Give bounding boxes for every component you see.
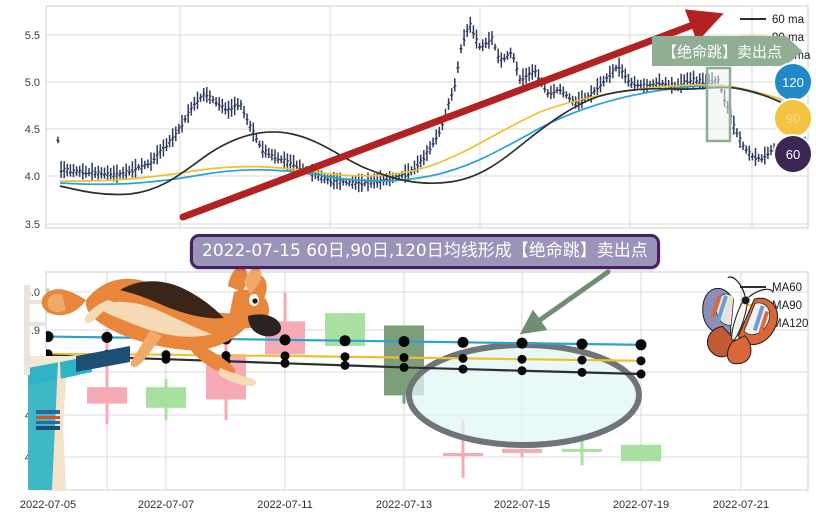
xtick-label: 2022-07-07 — [138, 499, 194, 511]
diving-dog-illustration — [24, 266, 282, 490]
ma60-badge[interactable]: 60 — [773, 134, 813, 174]
legend-label-ma90: MA90 — [772, 300, 802, 312]
signal-pointer-arrow — [519, 269, 611, 335]
detail-legend: MA60 MA90 MA120 — [740, 282, 808, 330]
detail-x-axis: 2022-07-05 2022-07-07 2022-07-11 2022-07… — [20, 499, 769, 511]
signal-title-banner: 2022-07-15 60日,90日,120日均线形成【绝命跳】卖出点 — [190, 234, 660, 269]
xtick-label: 2022-07-13 — [376, 499, 432, 511]
overview-y-axis: 5.5 5.0 4.5 4.0 3.5 — [25, 30, 40, 231]
legend-label-ma60: MA60 — [772, 282, 802, 294]
ma90-line — [59, 83, 808, 182]
trend-arrow — [179, 9, 724, 221]
xtick-label: 2022-07-05 — [20, 499, 76, 511]
xtick-label: 2022-07-21 — [713, 499, 769, 511]
ytick-label: 3.5 — [25, 219, 40, 231]
butterfly-illustration — [702, 276, 778, 365]
ytick-label: 4.0 — [25, 171, 40, 183]
ma90-badge[interactable]: 90 — [773, 98, 813, 138]
ytick-label: 5.0 — [25, 77, 40, 89]
xtick-label: 2022-07-15 — [494, 499, 550, 511]
sell-signal-callout-label: 【绝命跳】卖出点 — [652, 36, 787, 66]
legend-label-ma120: MA120 — [772, 318, 808, 330]
legend-label-ma60: 60 ma — [772, 14, 805, 26]
ma120-line — [59, 84, 808, 186]
ma-badge-group: 120 90 60 — [773, 62, 813, 174]
callout-arrow-tip — [786, 36, 803, 66]
xtick-label: 2022-07-11 — [257, 499, 312, 511]
overview-ma-lines — [59, 83, 808, 196]
ma60-line — [59, 86, 808, 196]
ytick-label: 5.5 — [25, 30, 40, 42]
key-candle-highlight — [705, 66, 732, 143]
ma120-badge[interactable]: 120 — [773, 62, 813, 102]
xtick-label: 2022-07-19 — [613, 499, 669, 511]
ytick-label: 4.5 — [25, 124, 40, 136]
